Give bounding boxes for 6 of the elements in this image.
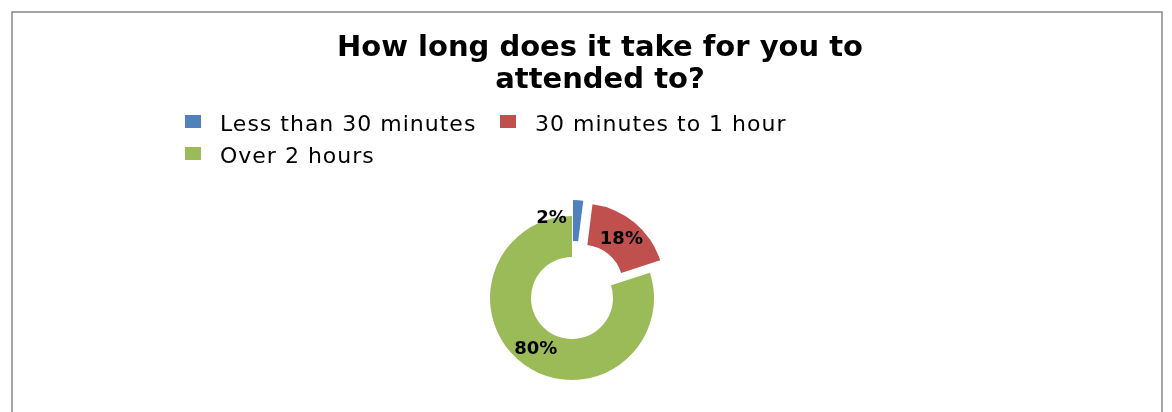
data-label: 18% (599, 227, 643, 249)
legend-label: Less than 30 minutes (220, 111, 477, 136)
chart-title: How long does it take for you to attended to? (336, 29, 864, 95)
legend-label: Over 2 hours (220, 143, 375, 168)
data-label: 80% (514, 336, 558, 358)
legend-label: 30 minutes to 1 hour (535, 111, 787, 136)
